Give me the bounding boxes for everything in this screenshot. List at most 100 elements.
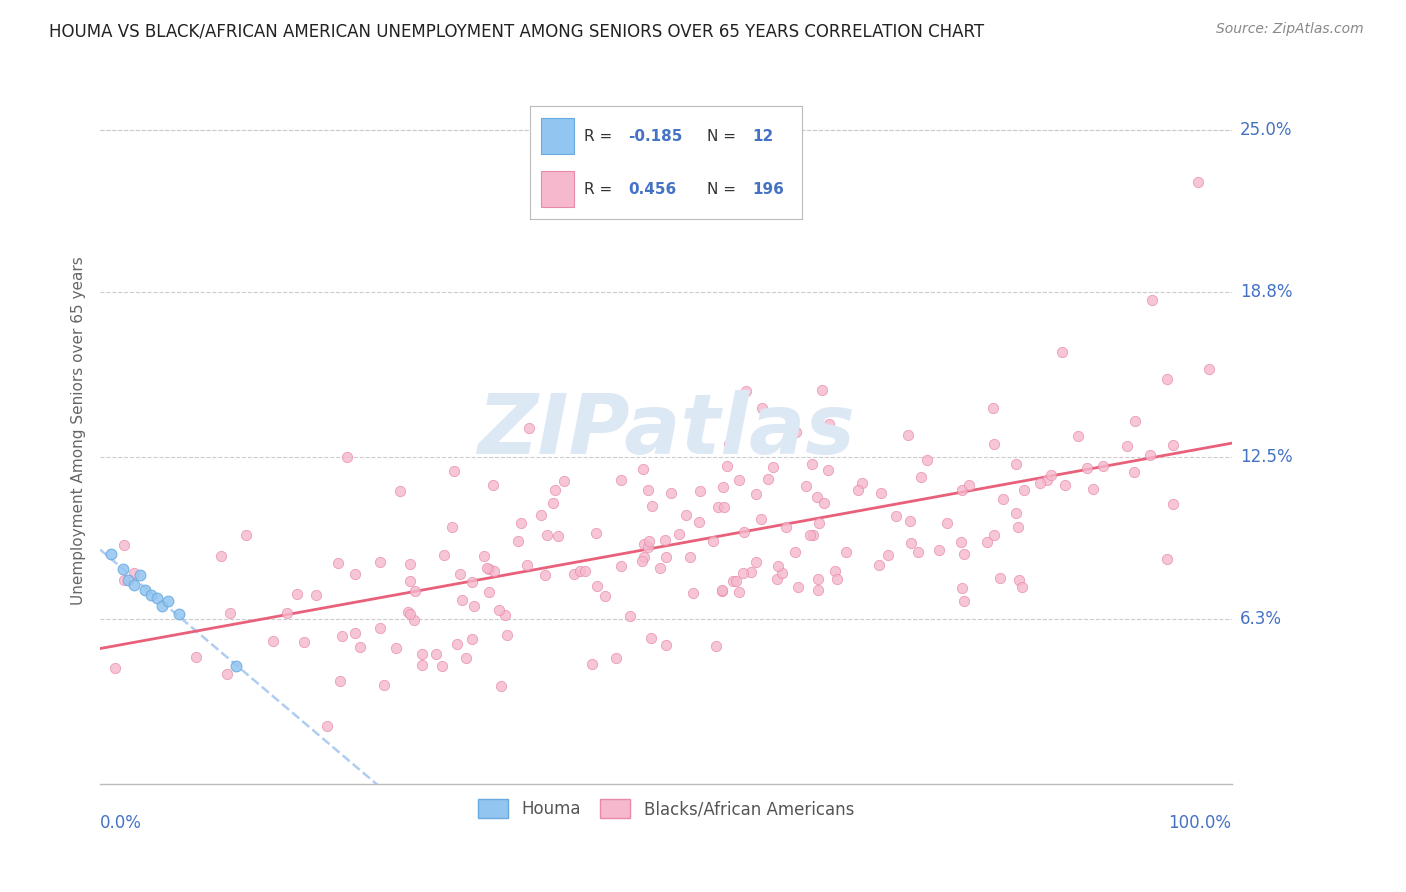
Point bbox=[1011, 580, 1033, 594]
Point bbox=[953, 593, 976, 607]
Point bbox=[910, 470, 932, 484]
Point bbox=[1039, 468, 1062, 483]
Point bbox=[877, 548, 900, 562]
Point bbox=[433, 548, 456, 562]
Point bbox=[536, 528, 558, 542]
Point bbox=[659, 485, 682, 500]
Point bbox=[370, 555, 392, 569]
Point bbox=[641, 499, 664, 513]
Point bbox=[637, 483, 659, 498]
Point bbox=[770, 566, 793, 581]
Point bbox=[481, 478, 503, 492]
Point bbox=[818, 417, 841, 431]
Point bbox=[124, 566, 146, 580]
Point bbox=[1163, 497, 1185, 511]
Point bbox=[104, 661, 127, 675]
Point bbox=[1005, 458, 1028, 472]
Point bbox=[292, 635, 315, 649]
Point bbox=[547, 529, 569, 543]
Point bbox=[150, 599, 173, 613]
Point bbox=[117, 573, 139, 587]
Point bbox=[384, 641, 406, 656]
Point bbox=[637, 540, 659, 554]
Point bbox=[605, 651, 627, 665]
Text: 18.8%: 18.8% bbox=[1240, 283, 1292, 301]
Point bbox=[404, 584, 426, 599]
Point bbox=[766, 572, 789, 586]
Point bbox=[585, 579, 607, 593]
Point bbox=[851, 475, 873, 490]
Point bbox=[553, 474, 575, 488]
Point bbox=[740, 566, 762, 580]
Point bbox=[897, 427, 920, 442]
Point bbox=[215, 667, 238, 681]
Point bbox=[762, 459, 785, 474]
Point bbox=[472, 549, 495, 563]
Point bbox=[491, 679, 513, 693]
Point bbox=[430, 659, 453, 673]
Point bbox=[209, 549, 232, 563]
Point bbox=[506, 534, 529, 549]
Point bbox=[568, 564, 591, 578]
Point bbox=[399, 607, 422, 622]
Point bbox=[679, 549, 702, 564]
Point bbox=[496, 628, 519, 642]
Point bbox=[411, 658, 433, 673]
Point bbox=[702, 534, 724, 549]
Point bbox=[585, 526, 607, 541]
Point bbox=[169, 607, 191, 621]
Point bbox=[801, 528, 824, 542]
Point bbox=[688, 515, 710, 529]
Text: 25.0%: 25.0% bbox=[1240, 120, 1292, 139]
Point bbox=[675, 508, 697, 523]
Point bbox=[112, 539, 135, 553]
Point bbox=[728, 585, 751, 599]
Point bbox=[637, 534, 659, 549]
Point bbox=[581, 657, 603, 671]
Point bbox=[1115, 439, 1137, 453]
Point bbox=[704, 639, 727, 653]
Point bbox=[478, 562, 501, 576]
Point bbox=[349, 640, 371, 654]
Point bbox=[735, 384, 758, 399]
Point bbox=[766, 559, 789, 574]
Point bbox=[950, 483, 973, 498]
Text: 12.5%: 12.5% bbox=[1240, 448, 1292, 466]
Point bbox=[305, 588, 328, 602]
Point bbox=[668, 526, 690, 541]
Point bbox=[707, 500, 730, 514]
Point bbox=[326, 557, 349, 571]
Point bbox=[225, 659, 247, 673]
Point bbox=[451, 592, 474, 607]
Point bbox=[981, 401, 1004, 416]
Y-axis label: Unemployment Among Seniors over 65 years: Unemployment Among Seniors over 65 years bbox=[72, 256, 86, 605]
Point bbox=[574, 564, 596, 578]
Point bbox=[510, 516, 533, 530]
Point bbox=[807, 582, 830, 597]
Legend: Houma, Blacks/African Americans: Houma, Blacks/African Americans bbox=[471, 792, 860, 825]
Point bbox=[1004, 506, 1026, 520]
Point bbox=[711, 480, 734, 494]
Point bbox=[1092, 459, 1115, 474]
Point bbox=[1156, 552, 1178, 566]
Point bbox=[786, 580, 808, 594]
Point bbox=[991, 491, 1014, 506]
Point bbox=[733, 525, 755, 540]
Point bbox=[477, 561, 499, 575]
Point bbox=[402, 613, 425, 627]
Point bbox=[928, 542, 950, 557]
Point bbox=[517, 421, 540, 435]
Point bbox=[1053, 477, 1076, 491]
Point bbox=[950, 581, 973, 595]
Point bbox=[813, 496, 835, 510]
Point bbox=[454, 651, 477, 665]
Point bbox=[316, 719, 339, 733]
Point bbox=[900, 514, 922, 528]
Point bbox=[868, 558, 890, 572]
Point bbox=[235, 527, 257, 541]
Point bbox=[886, 508, 908, 523]
Point bbox=[630, 553, 652, 567]
Point bbox=[593, 589, 616, 603]
Point bbox=[530, 508, 553, 523]
Point bbox=[1066, 429, 1088, 443]
